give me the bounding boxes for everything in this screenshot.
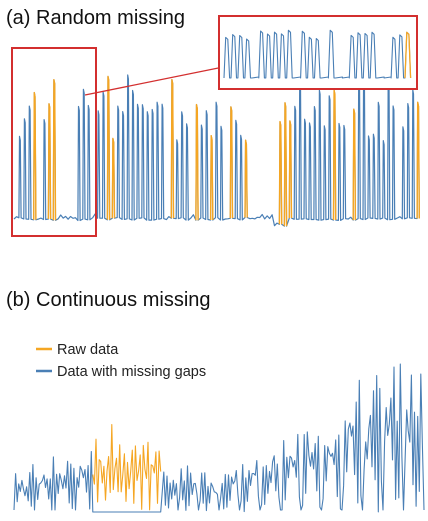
panel-a-raw-segment — [229, 106, 234, 219]
legend-raw-label: Raw data — [57, 342, 119, 358]
panel-a-title: (a) Random missing — [6, 7, 185, 29]
panel-b-trace-gaps — [13, 363, 425, 513]
panel-b-title: (b) Continuous missing — [6, 289, 211, 311]
panel-a-raw-segment — [288, 120, 293, 219]
panel-a-raw-segment — [111, 137, 116, 219]
panel-a-raw-segment — [283, 102, 288, 227]
panel-b-trace-raw — [92, 424, 162, 511]
zoom-source-box — [11, 47, 97, 237]
panel-a-raw-segment — [170, 78, 175, 219]
panel-a-raw-segment — [244, 139, 248, 218]
panel-a-raw-segment — [195, 103, 199, 221]
panel-a-raw-segment — [416, 101, 420, 219]
panel-a-raw-segment — [33, 91, 37, 220]
zoom-inset-plot — [223, 29, 412, 79]
zoom-inset-trace-gaps — [223, 29, 412, 79]
panel-a-raw-segment — [209, 135, 214, 221]
panel-a-raw-segment — [332, 89, 337, 221]
panel-a-raw-segment — [352, 108, 357, 221]
panel-a-plot — [13, 70, 420, 227]
panel-a-raw-segment — [278, 120, 283, 225]
panel-a-raw-segment — [52, 79, 57, 221]
zoom-arrow-line — [84, 62, 244, 96]
zoom-inset-raw-segment — [404, 31, 412, 79]
panel-b-plot — [13, 363, 425, 513]
panel-a-raw-segment — [106, 75, 111, 220]
legend-gaps-label: Data with missing gaps — [57, 364, 206, 380]
panel-a-trace-gaps — [13, 70, 420, 227]
legend: Raw data Data with missing gaps — [36, 342, 206, 380]
panel-a-raw-segment — [47, 103, 52, 220]
